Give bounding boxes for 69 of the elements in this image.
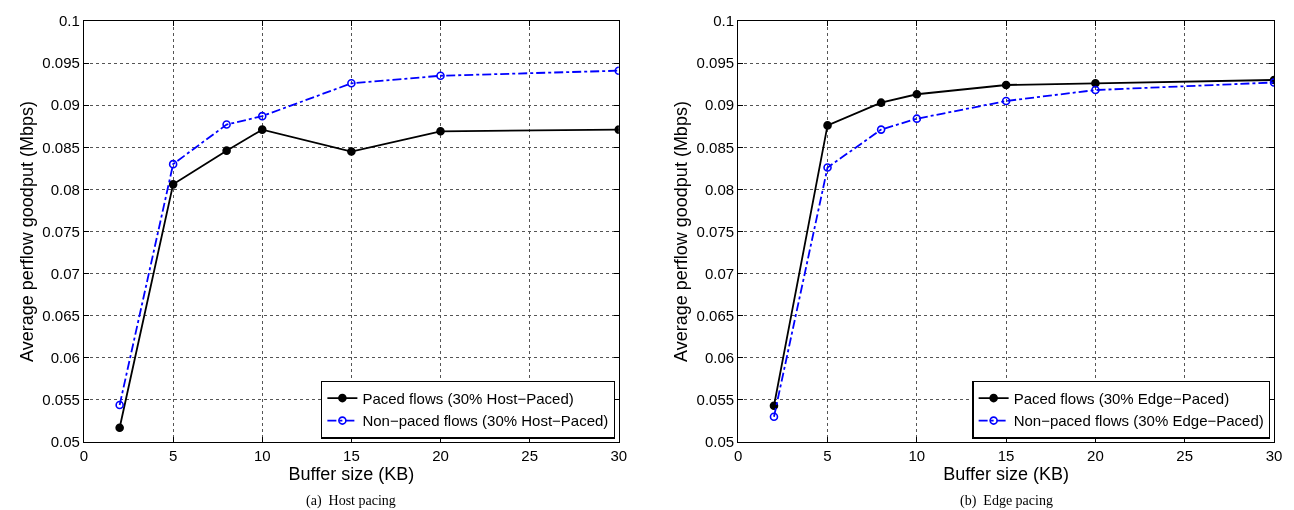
x-tick-label: 25 [1176, 447, 1194, 465]
point [876, 125, 886, 134]
point [115, 423, 124, 432]
y-tick-label: 0.095 [696, 54, 735, 72]
x-tick-label: 15 [997, 447, 1015, 465]
x-tick-label: 20 [432, 447, 449, 465]
y-tick-label: 0.06 [704, 349, 735, 367]
legend-label: Non−paced flows (30% Host−Paced) [362, 412, 609, 430]
point [912, 114, 922, 123]
x-axis-title: Buffer size (KB) [288, 464, 415, 485]
point [257, 111, 267, 121]
point [347, 79, 356, 88]
x-tick-label: 30 [1265, 447, 1283, 465]
y-axis-title: Average perflow goodput (Mbps) [670, 101, 691, 362]
y-tick-label: 0.05 [704, 433, 735, 451]
legend-label: Paced flows (30% Host−Paced) [362, 389, 574, 407]
legend-label: Non−paced flows (30% Edge−Paced) [1013, 412, 1264, 430]
point [168, 180, 178, 189]
y-tick-label: 0.08 [50, 180, 80, 198]
x-tick-label: 25 [521, 447, 538, 465]
x-tick-label: 0 [734, 447, 743, 465]
point [823, 121, 832, 130]
x-tick-label: 5 [823, 447, 832, 465]
point [1001, 80, 1011, 90]
point [876, 98, 886, 107]
y-tick-label: 0.085 [42, 138, 80, 156]
y-tick-label: 0.055 [696, 391, 735, 409]
point [769, 412, 779, 422]
x-tick-label: 15 [343, 447, 360, 465]
point [823, 163, 832, 172]
point [1091, 85, 1100, 95]
point [347, 147, 356, 156]
x-tick-label: 0 [79, 447, 89, 465]
point [168, 159, 178, 169]
point [222, 146, 231, 155]
point [436, 127, 445, 136]
point [436, 71, 445, 81]
y-tick-label: 0.07 [50, 264, 80, 282]
x-tick-label: 10 [253, 447, 271, 465]
x-tick-label: 30 [610, 447, 628, 465]
y-tick-label: 0.095 [42, 54, 80, 72]
y-tick-label: 0.06 [50, 349, 80, 367]
y-tick-label: 0.075 [696, 222, 735, 240]
y-tick-label: 0.09 [50, 96, 80, 114]
point [257, 125, 267, 134]
x-tick-label: 5 [168, 447, 178, 465]
y-tick-label: 0.08 [704, 180, 735, 198]
y-tick-label: 0.05 [50, 433, 80, 451]
point [1091, 79, 1100, 88]
y-tick-label: 0.09 [704, 96, 735, 114]
legend-label: Paced flows (30% Edge−Paced) [1013, 389, 1230, 407]
y-tick-label: 0.075 [42, 222, 80, 240]
y-tick-label: 0.07 [704, 264, 735, 282]
point [115, 400, 124, 410]
point [912, 89, 922, 99]
x-tick-label: 20 [1087, 447, 1104, 465]
y-tick-label: 0.1 [59, 12, 80, 30]
y-tick-label: 0.065 [696, 306, 735, 324]
y-tick-label: 0.065 [42, 306, 80, 324]
y-tick-label: 0.085 [696, 138, 735, 156]
x-axis-title: Buffer size (KB) [943, 464, 1069, 485]
point [1001, 96, 1011, 106]
x-tick-label: 10 [908, 447, 926, 465]
y-tick-label: 0.1 [713, 12, 735, 30]
text: (a) Host pacing [306, 493, 396, 509]
y-axis-title: Average perflow goodput (Mbps) [16, 101, 37, 362]
point [222, 120, 231, 129]
text: (b) Edge pacing [960, 493, 1053, 509]
y-tick-label: 0.055 [42, 391, 80, 409]
